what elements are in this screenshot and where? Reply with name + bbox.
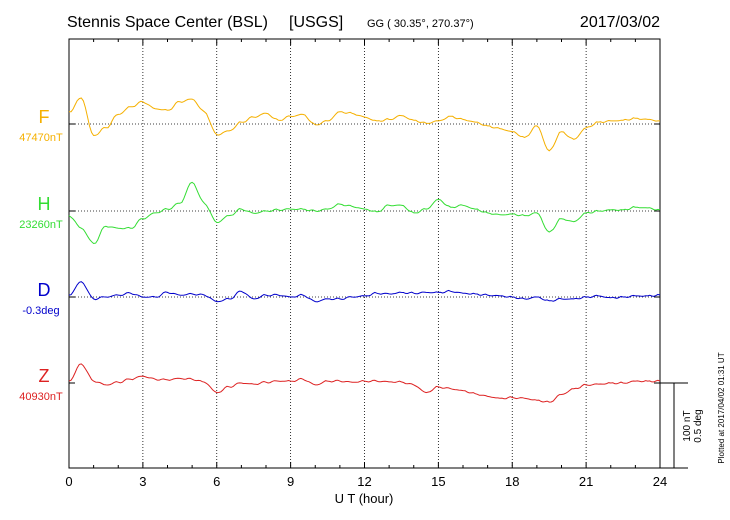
x-axis-label: U T (hour) — [335, 491, 394, 506]
station-title: Stennis Space Center (BSL) — [67, 14, 268, 31]
series-labels: F 47470nT H 23260nT D -0.3deg Z 40930nT — [19, 107, 63, 403]
x-tick-label: 21 — [579, 474, 593, 489]
series-lines — [68, 97, 661, 403]
series-line-z — [68, 363, 661, 403]
series-line-d — [68, 281, 661, 303]
series-line-f — [68, 97, 660, 152]
x-tick-label: 24 — [653, 474, 667, 489]
date-label: 2017/03/02 — [580, 14, 660, 31]
series-name-z: Z — [39, 366, 50, 386]
series-baseline-f: 47470nT — [19, 132, 63, 144]
series-name-f: F — [39, 107, 50, 127]
x-tick-label: 18 — [505, 474, 519, 489]
plotted-timestamp: Plotted at 2017/04/02 01:31 UT — [717, 352, 726, 463]
x-tick-label: 9 — [287, 474, 294, 489]
scale-bar-deg-label: 0.5 deg — [693, 409, 704, 442]
series-baseline-h: 23260nT — [19, 219, 63, 231]
x-tick-label: 6 — [213, 474, 220, 489]
x-axis-tick-labels: 0 3 6 9 12 15 18 21 24 — [65, 474, 667, 489]
x-tick-label: 3 — [139, 474, 146, 489]
series-name-d: D — [38, 280, 51, 300]
plot-frame — [68, 38, 661, 469]
series-baseline-d: -0.3deg — [22, 305, 59, 317]
series-name-h: H — [38, 194, 51, 214]
x-tick-label: 0 — [65, 474, 72, 489]
series-line-h — [68, 181, 661, 245]
x-axis-ticks — [68, 39, 661, 468]
x-tick-label: 15 — [431, 474, 445, 489]
plot-grid — [69, 39, 660, 468]
coordinates-label: GG ( 30.35°, 270.37°) — [367, 18, 474, 30]
series-baseline-z: 40930nT — [19, 391, 63, 403]
scale-bar-nt-label: 100 nT — [682, 410, 693, 441]
x-tick-label: 12 — [357, 474, 371, 489]
network-label: [USGS] — [289, 14, 343, 31]
